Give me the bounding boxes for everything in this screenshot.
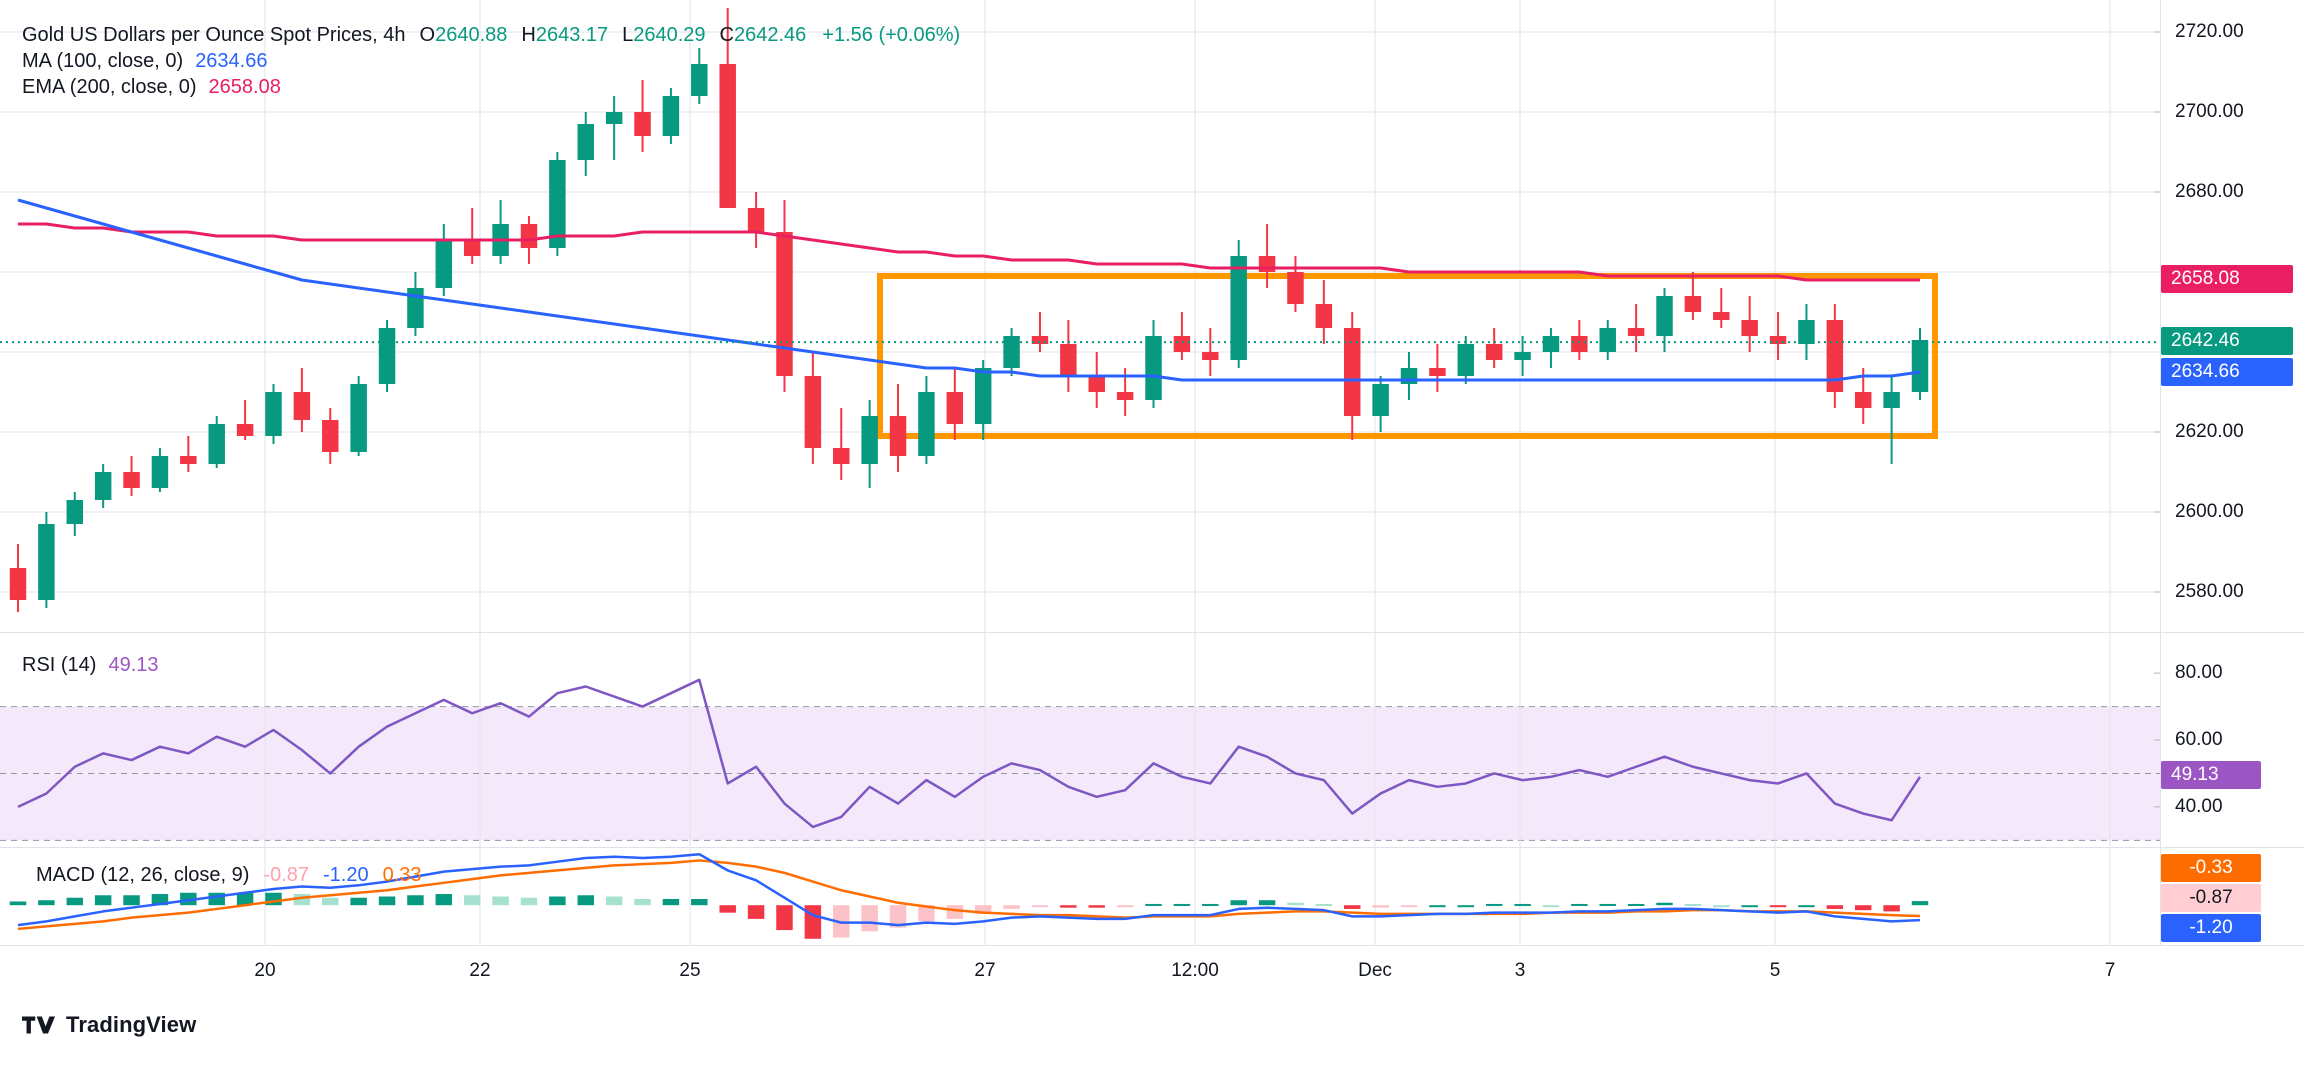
rsi-scale[interactable]: 80.00 60.00 40.00 49.13 [2160, 633, 2304, 847]
rsi-value-badge[interactable]: 49.13 [2161, 761, 2261, 790]
price-tick-label: 2720.00 [2175, 21, 2244, 42]
last-price-badge[interactable]: 2642.46 [2161, 327, 2293, 356]
macd-hist-badge[interactable]: -0.33 [2161, 854, 2261, 882]
rsi-pane[interactable]: 80.00 60.00 40.00 49.13 [0, 632, 2304, 847]
macd-signal-badge[interactable]: -0.87 [2161, 884, 2261, 912]
time-axis[interactable]: 20 22 25 27 12:00 Dec 3 5 7 [0, 945, 2304, 1002]
price-tick-label: 2620.00 [2175, 421, 2244, 442]
time-tick-label: 20 [254, 960, 276, 981]
scale-separator [2160, 0, 2161, 945]
price-scale[interactable]: 2580.00 2600.00 2620.00 2680.00 2700.00 2720.… [2160, 0, 2304, 632]
rsi-tick-label: 60.00 [2175, 729, 2223, 750]
macd-chart-svg [9, 848, 2111, 945]
rsi-chart-svg [0, 633, 2160, 847]
macd-line-badge[interactable]: -1.20 [2161, 914, 2261, 942]
time-tick-label: 12:00 [1171, 960, 1219, 981]
price-tick-label: 2700.00 [2175, 101, 2244, 122]
time-tick-label: Dec [1358, 960, 1392, 981]
rsi-plot-area[interactable] [0, 633, 2160, 847]
price-tick-label: 2680.00 [2175, 181, 2244, 202]
time-tick-label: 3 [1514, 960, 1526, 981]
ma-price-badge[interactable]: 2634.66 [2161, 358, 2293, 387]
time-tick-label: 7 [2104, 960, 2116, 981]
footer: TradingView [22, 1012, 196, 1038]
ema-price-badge[interactable]: 2658.08 [2161, 264, 2293, 293]
price-chart-svg [0, 0, 2160, 632]
price-tick-label: 2600.00 [2175, 501, 2244, 522]
time-tick-label: 27 [974, 960, 996, 981]
tradingview-brand: TradingView [66, 1012, 197, 1037]
macd-scale[interactable]: -0.33 -0.87 -1.20 [2160, 848, 2304, 945]
time-tick-label: 25 [679, 960, 701, 981]
tradingview-logo-icon [22, 1016, 56, 1034]
price-pane[interactable]: 2580.00 2600.00 2620.00 2680.00 2700.00 2720.… [0, 0, 2304, 632]
time-tick-label: 5 [1769, 960, 1781, 981]
macd-pane[interactable]: -0.33 -0.87 -1.20 [0, 847, 2304, 945]
price-tick-label: 2580.00 [2175, 581, 2244, 602]
rsi-tick-label: 80.00 [2175, 662, 2223, 684]
price-plot-area[interactable] [0, 0, 2160, 632]
rsi-tick-label: 40.00 [2175, 795, 2223, 817]
time-tick-label: 22 [469, 960, 491, 981]
macd-plot-area[interactable] [0, 848, 2160, 945]
